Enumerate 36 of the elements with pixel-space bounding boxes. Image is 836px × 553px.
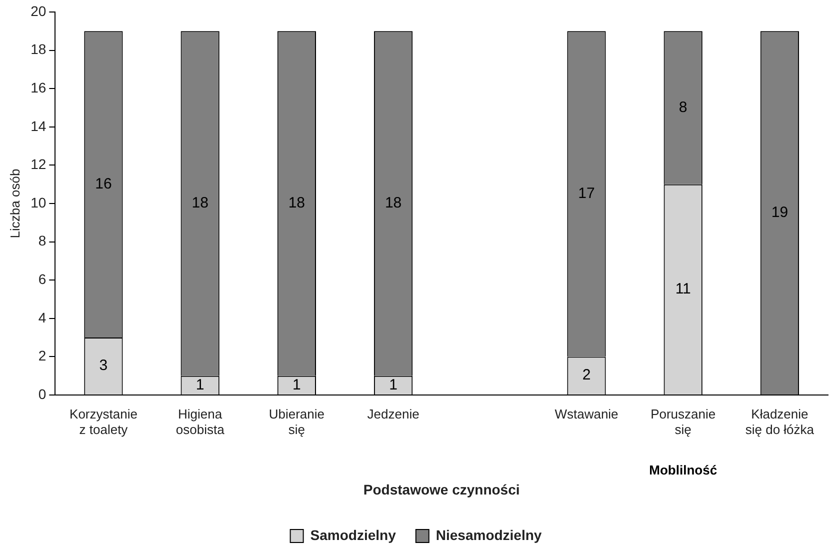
y-tick-label: 0 (38, 386, 46, 402)
data-label: 18 (192, 194, 208, 212)
y-tick-label: 18 (30, 41, 46, 58)
y-tick-label: 16 (30, 79, 46, 96)
y-tick-label: 4 (38, 309, 46, 326)
data-label: 16 (95, 175, 112, 192)
x-axis-title: Podstawowe czynności (363, 481, 520, 498)
data-label: 1 (389, 376, 398, 394)
data-label: 19 (771, 204, 788, 221)
data-label: 11 (675, 280, 691, 298)
y-tick-label: 6 (38, 270, 46, 287)
x-tick-label: Higiena osobista (176, 406, 226, 437)
y-tick-label: 10 (30, 194, 46, 210)
data-label: 1 (292, 376, 301, 394)
legend-label: Samodzielny (310, 526, 396, 543)
x-tick-label: Jedzenie (367, 406, 420, 422)
data-label: 1 (196, 376, 204, 394)
legend-label: Niesamodzielny (436, 526, 542, 543)
x-tick-label: Poruszanie się (650, 406, 716, 437)
data-label: 8 (678, 98, 688, 116)
x-tick-label: Korzystanie z toalety (70, 406, 138, 437)
x-tick-label: Wstawanie (554, 406, 618, 422)
y-tick-label: 2 (38, 348, 46, 364)
x-tick-label: Ubieranie się (268, 406, 325, 437)
y-tick-label: 14 (30, 118, 46, 134)
data-label: 2 (582, 366, 591, 384)
data-label: 18 (288, 194, 306, 212)
data-label: 17 (578, 185, 595, 202)
y-tick-label: 20 (30, 2, 46, 19)
text: Moblilność (649, 462, 718, 478)
y-axis-title: Liczba osób (7, 168, 22, 238)
y-tick-label: 12 (30, 156, 46, 172)
x-tick-label: Kładzenie się do łóżka (745, 406, 815, 437)
y-tick-label: 8 (38, 232, 46, 249)
data-label: 18 (384, 194, 402, 212)
data-label: 3 (99, 357, 108, 374)
